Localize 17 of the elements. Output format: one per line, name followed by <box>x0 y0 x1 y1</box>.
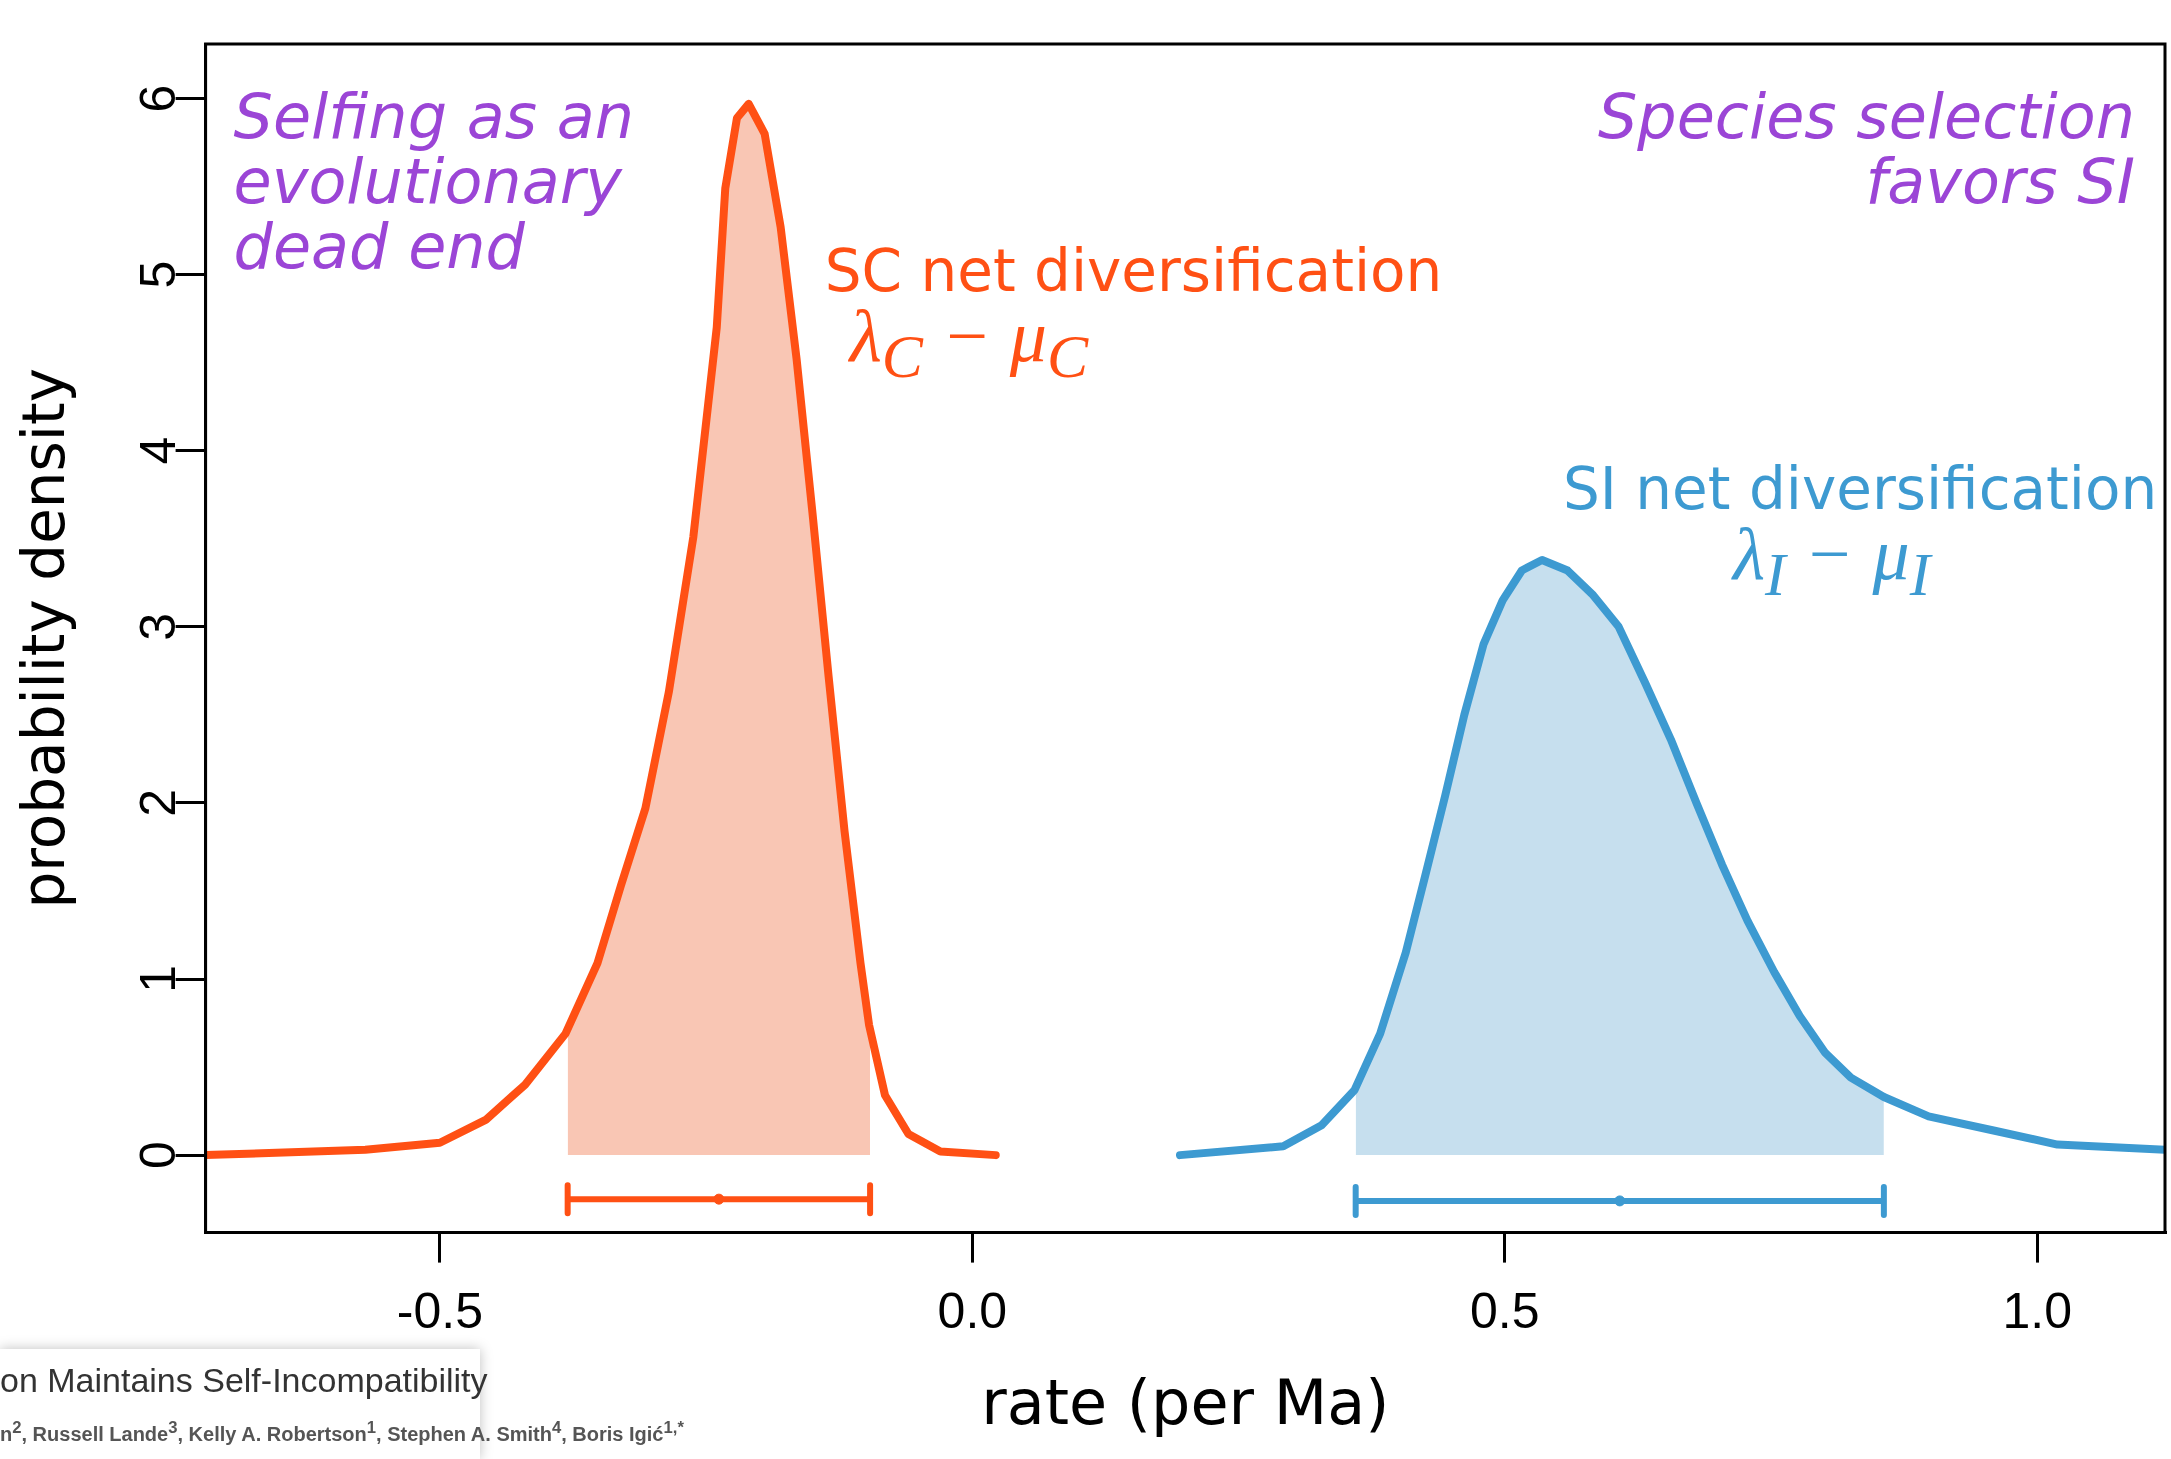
x-tick-label: -0.5 <box>396 1283 483 1340</box>
x-axis-title: rate (per Ma) <box>981 1365 1390 1439</box>
annotation: Species selection favors SI <box>1597 80 2135 219</box>
y-tick-label: 5 <box>130 260 187 289</box>
y-tick-label: 3 <box>130 612 187 641</box>
text: n$^{2}$, Russell Lande$^{3}$, Kelly A. Robertson$^{1}$, Stephen A. Smith$^{4}$, Boris Igić$^{1,*}$ <box>0 1418 684 1445</box>
x-tick-label: 1.0 <box>2002 1283 2072 1340</box>
y-axis-title: probability density <box>9 368 78 909</box>
y-tick-label: 1 <box>130 965 187 993</box>
x-tick-label: 0.5 <box>1470 1283 1540 1340</box>
y-tick-label: 4 <box>130 436 187 465</box>
y-tick-label: 6 <box>130 84 187 113</box>
text: on Maintains Self-Incompatibility <box>0 1361 488 1400</box>
annotation: Selfing as an evolutionary dead end <box>233 80 636 284</box>
x-tick-label: 0.0 <box>937 1283 1008 1340</box>
y-tick-label: 2 <box>130 788 187 817</box>
y-tick-label: 0 <box>130 1141 187 1169</box>
